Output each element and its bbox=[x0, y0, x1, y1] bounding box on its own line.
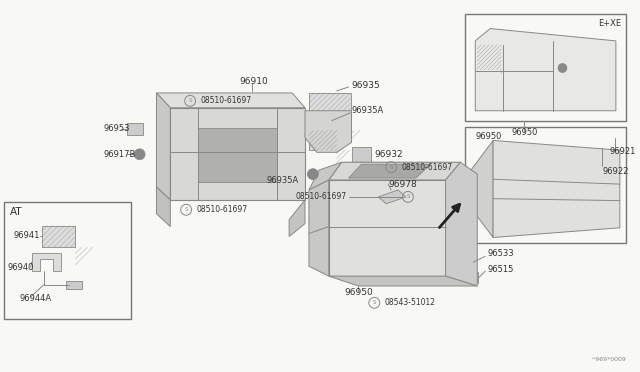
Polygon shape bbox=[476, 29, 616, 111]
Text: 96944A: 96944A bbox=[20, 294, 52, 304]
Text: 96940: 96940 bbox=[8, 263, 35, 272]
Text: 96950: 96950 bbox=[476, 132, 502, 141]
Bar bbox=[309, 131, 337, 150]
Polygon shape bbox=[305, 111, 351, 153]
Bar bbox=[351, 147, 371, 162]
Polygon shape bbox=[445, 162, 477, 286]
Bar bbox=[127, 123, 143, 135]
Polygon shape bbox=[329, 276, 477, 286]
Polygon shape bbox=[198, 128, 277, 182]
Polygon shape bbox=[32, 253, 61, 271]
Polygon shape bbox=[170, 108, 305, 200]
Text: 08510-61697: 08510-61697 bbox=[401, 163, 452, 172]
Bar bbox=[384, 234, 436, 266]
Text: 96910: 96910 bbox=[239, 77, 268, 86]
Text: 96917B: 96917B bbox=[104, 150, 136, 159]
Bar bbox=[42, 225, 76, 247]
Text: S: S bbox=[188, 98, 192, 103]
Polygon shape bbox=[289, 200, 305, 237]
Bar bbox=[465, 14, 626, 121]
Text: 96953: 96953 bbox=[104, 124, 131, 133]
Text: S: S bbox=[372, 300, 376, 305]
Bar bbox=[477, 45, 501, 70]
Circle shape bbox=[307, 169, 318, 180]
Polygon shape bbox=[329, 180, 445, 276]
Bar bbox=[465, 126, 626, 243]
Text: 08510-61697: 08510-61697 bbox=[296, 192, 346, 201]
Text: AT: AT bbox=[10, 207, 22, 217]
Text: 96921: 96921 bbox=[610, 147, 636, 156]
Text: 96935: 96935 bbox=[351, 80, 380, 90]
Bar bbox=[309, 93, 351, 131]
Text: S: S bbox=[406, 195, 410, 199]
Text: 96978: 96978 bbox=[388, 180, 417, 189]
Text: 08510-61697: 08510-61697 bbox=[200, 96, 251, 105]
Bar bbox=[588, 184, 616, 223]
Text: S: S bbox=[184, 207, 188, 212]
Polygon shape bbox=[156, 187, 170, 227]
Text: 96932: 96932 bbox=[374, 150, 403, 159]
Bar bbox=[463, 272, 478, 283]
Polygon shape bbox=[156, 93, 305, 108]
Text: 96935A: 96935A bbox=[267, 176, 299, 185]
Polygon shape bbox=[349, 164, 431, 178]
Text: 96533: 96533 bbox=[487, 249, 514, 258]
Text: 08510-61697: 08510-61697 bbox=[196, 205, 247, 214]
Bar bbox=[4, 202, 131, 319]
Polygon shape bbox=[156, 93, 170, 200]
Polygon shape bbox=[471, 141, 493, 237]
Polygon shape bbox=[493, 141, 620, 237]
Polygon shape bbox=[309, 162, 342, 190]
Text: 08543-51012: 08543-51012 bbox=[384, 298, 435, 307]
Polygon shape bbox=[309, 180, 329, 276]
Text: S: S bbox=[389, 165, 393, 170]
Text: 96941: 96941 bbox=[14, 231, 40, 240]
Text: ^969*0009: ^969*0009 bbox=[590, 357, 626, 362]
Bar bbox=[463, 258, 474, 266]
Text: 96935A: 96935A bbox=[351, 106, 384, 115]
Polygon shape bbox=[378, 190, 406, 204]
Circle shape bbox=[558, 64, 567, 73]
Text: 96922: 96922 bbox=[602, 167, 628, 176]
Text: 96950: 96950 bbox=[511, 128, 538, 137]
Text: E+XE: E+XE bbox=[598, 19, 621, 28]
Text: 96515: 96515 bbox=[487, 264, 513, 274]
Text: 96950: 96950 bbox=[344, 288, 373, 298]
Bar bbox=[67, 281, 82, 289]
Polygon shape bbox=[329, 162, 460, 180]
Circle shape bbox=[134, 149, 145, 160]
